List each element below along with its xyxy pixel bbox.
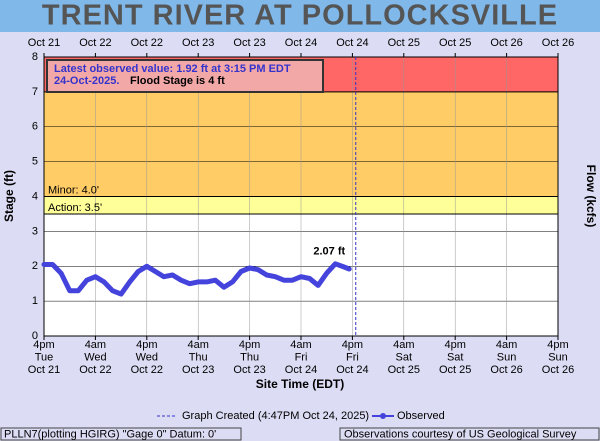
chart-title: TRENT RIVER AT POLLOCKSVILLE: [42, 0, 558, 32]
x-tick-label: Oct 21: [28, 364, 60, 376]
x-tick-label: Oct 24: [336, 364, 368, 376]
observed-line: [41, 261, 352, 297]
annotation-line2: 24-Oct-2025.: [54, 75, 119, 87]
y-tick-label: 6: [32, 121, 38, 133]
y2-axis-title: Flow (kcfs): [584, 165, 598, 228]
top-x-tick-label: Oct 23: [182, 37, 214, 49]
x-tick-label: Oct 22: [131, 364, 163, 376]
x-tick-label: Oct 25: [439, 364, 471, 376]
x-tick-label: 4pm: [342, 339, 363, 351]
footer-right: Observations courtesy of US Geological S…: [344, 428, 577, 440]
y-tick-label: 1: [32, 295, 38, 307]
x-tick-label: 4am: [393, 339, 414, 351]
x-tick-label: Sat: [396, 351, 413, 363]
x-tick-label: 4pm: [239, 339, 260, 351]
flood-stage-label: Minor: 4.0': [48, 184, 99, 196]
x-tick-label: Oct 23: [233, 364, 265, 376]
footer-right-box: [339, 427, 600, 441]
top-x-tick-label: Oct 24: [285, 37, 317, 49]
legend-marker: [380, 413, 386, 419]
x-tick-label: Sun: [497, 351, 517, 363]
x-tick-label: Wed: [136, 351, 158, 363]
x-tick-label: Oct 22: [79, 364, 111, 376]
x-tick-label: 4pm: [33, 339, 54, 351]
y-tick-label: 4: [32, 190, 38, 202]
x-tick-label: Oct 26: [542, 364, 574, 376]
top-x-tick-label: Oct 22: [131, 37, 163, 49]
y-tick-label: 7: [32, 86, 38, 98]
footer-left: PLLN7(plotting HGIRG) "Gage 0" Datum: 0': [4, 428, 216, 440]
top-x-tick-label: Oct 21: [28, 37, 60, 49]
x-tick-label: Wed: [84, 351, 106, 363]
x-tick-label: Oct 23: [182, 364, 214, 376]
x-tick-label: Fri: [295, 351, 308, 363]
x-tick-label: 4pm: [136, 339, 157, 351]
legend-observed: Observed: [397, 410, 445, 422]
x-tick-label: 4am: [290, 339, 311, 351]
plot-frame: [43, 56, 559, 337]
x-axis-title: Site Time (EDT): [256, 377, 344, 391]
top-x-tick-label: Oct 22: [79, 37, 111, 49]
x-tick-label: Thu: [189, 351, 208, 363]
legend-graph-created: Graph Created (4:47PM Oct 24, 2025): [182, 410, 369, 422]
x-tick-label: Oct 26: [490, 364, 522, 376]
annotation-box: [46, 59, 324, 93]
x-tick-label: 4pm: [444, 339, 465, 351]
annotation-line3: Flood Stage is 4 ft: [130, 75, 225, 87]
top-x-tick-label: Oct 25: [388, 37, 420, 49]
x-tick-label: Oct 25: [388, 364, 420, 376]
value-label: 2.07 ft: [313, 246, 345, 258]
x-tick-label: Thu: [240, 351, 259, 363]
x-tick-label: 4am: [187, 339, 208, 351]
footer-left-box: [0, 427, 242, 441]
x-tick-label: 4am: [85, 339, 106, 351]
x-tick-label: 4am: [496, 339, 517, 351]
top-x-tick-label: Oct 26: [542, 37, 574, 49]
y-tick-label: 3: [32, 225, 38, 237]
x-tick-label: Tue: [35, 351, 54, 363]
top-x-tick-label: Oct 24: [336, 37, 368, 49]
x-tick-label: Oct 24: [285, 364, 317, 376]
y-tick-label: 5: [32, 156, 38, 168]
y-tick-label: 8: [32, 51, 38, 63]
top-x-tick-label: Oct 26: [490, 37, 522, 49]
y-axis-title: Stage (ft): [2, 170, 16, 222]
x-tick-label: Sat: [447, 351, 464, 363]
title-bar: [0, 0, 600, 32]
x-tick-label: Sun: [548, 351, 568, 363]
y-tick-label: 2: [32, 260, 38, 272]
y-tick-label: 0: [32, 330, 38, 342]
flood-stage-label: Action: 3.5': [48, 202, 102, 214]
annotation-line1: Latest observed value: 1.92 ft at 3:15 P…: [54, 63, 291, 75]
top-x-tick-label: Oct 23: [233, 37, 265, 49]
x-tick-label: 4pm: [547, 339, 568, 351]
top-x-tick-label: Oct 25: [439, 37, 471, 49]
x-tick-label: Fri: [346, 351, 359, 363]
